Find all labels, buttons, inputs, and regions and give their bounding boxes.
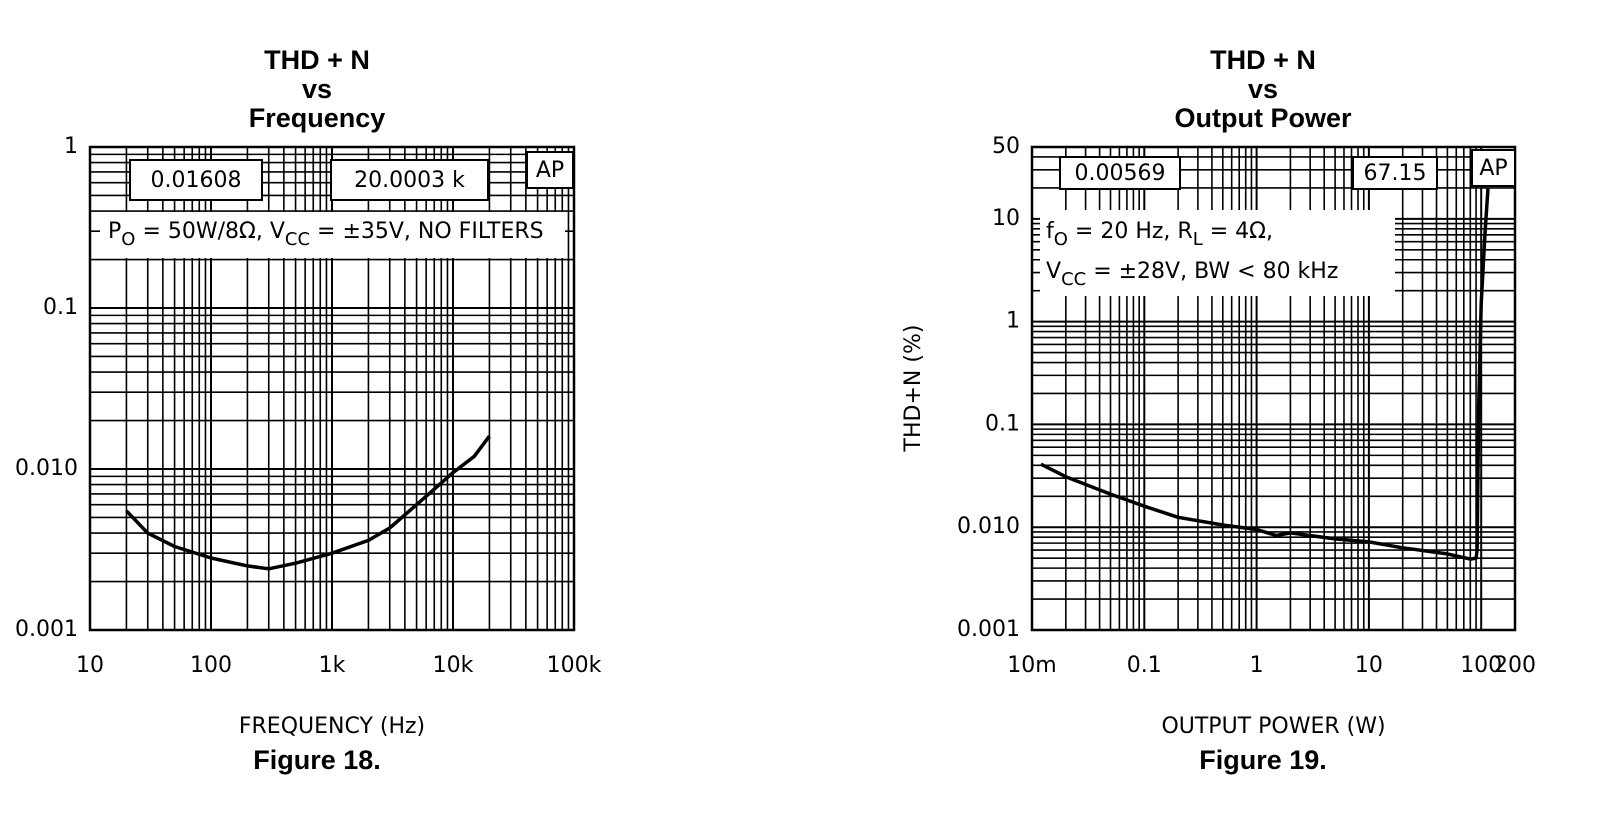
chart-title: vs bbox=[302, 74, 332, 104]
x-tick-label: 10 bbox=[76, 653, 104, 678]
x-tick-label: 100 bbox=[1460, 653, 1502, 678]
x-tick-label: 10k bbox=[433, 653, 474, 678]
x-tick-label: 1 bbox=[1250, 653, 1264, 678]
chart-title: vs bbox=[1248, 74, 1278, 104]
readout-text: 0.01608 bbox=[151, 168, 242, 193]
y-tick-label: 0.1 bbox=[43, 295, 78, 320]
x-tick-label: 1k bbox=[319, 653, 346, 678]
y-tick-label: 0.010 bbox=[957, 514, 1020, 539]
data-line bbox=[125, 435, 491, 571]
data-line bbox=[1040, 187, 1490, 561]
readout-box bbox=[129, 159, 263, 201]
y-tick-label: 0.001 bbox=[15, 617, 78, 642]
x-tick-label: 0.1 bbox=[1127, 653, 1162, 678]
y-tick-label: 50 bbox=[992, 134, 1020, 159]
readout-text: AP bbox=[536, 158, 564, 183]
figure-caption: Figure 18. bbox=[253, 745, 381, 775]
chart-title: THD + N bbox=[264, 45, 370, 75]
conditions-segment: P bbox=[108, 219, 121, 244]
y-tick-label: 0.1 bbox=[985, 411, 1020, 436]
chart-title: THD + N bbox=[1210, 45, 1316, 75]
readout-text: 67.15 bbox=[1364, 161, 1427, 186]
x-tick-label: 100 bbox=[190, 653, 232, 678]
conditions-segment: = ±35V, NO FILTERS bbox=[310, 219, 544, 244]
conditions-background bbox=[1040, 210, 1395, 296]
conditions-segment: = 4Ω, bbox=[1203, 219, 1273, 244]
readout-text: 0.00569 bbox=[1075, 161, 1166, 186]
conditions-segment: CC bbox=[1061, 269, 1086, 290]
x-axis-label: FREQUENCY (Hz) bbox=[239, 714, 425, 739]
readout-box bbox=[1352, 156, 1438, 190]
conditions-segment: O bbox=[121, 229, 135, 250]
chart-title: Output Power bbox=[1175, 103, 1352, 133]
readout-box bbox=[330, 159, 489, 201]
readout-text: AP bbox=[1479, 156, 1507, 181]
conditions-segment: f bbox=[1046, 219, 1055, 244]
plot-frame bbox=[1030, 145, 1517, 632]
conditions-text: PO = 50W/8Ω, VCC = ±35V, NO FILTERS bbox=[108, 219, 544, 250]
x-tick-label: 100k bbox=[547, 653, 602, 678]
readout-box bbox=[526, 151, 574, 189]
figure-caption: Figure 19. bbox=[1199, 745, 1327, 775]
y-tick-label: 1 bbox=[1006, 309, 1020, 334]
y-tick-label: 10 bbox=[992, 206, 1020, 231]
y-tick-label: 0.010 bbox=[15, 456, 78, 481]
conditions-text: VCC = ±28V, BW < 80 kHz bbox=[1046, 259, 1338, 290]
x-tick-label: 10 bbox=[1355, 653, 1383, 678]
conditions-segment: = 20 Hz, R bbox=[1068, 219, 1193, 244]
x-tick-label: 10m bbox=[1007, 653, 1056, 678]
readout-text: 20.0003 k bbox=[354, 168, 465, 193]
y-tick-label: 0.001 bbox=[957, 617, 1020, 642]
y-axis-label: THD+N (%) bbox=[901, 325, 926, 453]
conditions-segment: = 50W/8Ω, V bbox=[135, 219, 284, 244]
conditions-segment: V bbox=[1046, 259, 1061, 284]
y-tick-label: 1 bbox=[64, 134, 78, 159]
conditions-segment: L bbox=[1193, 229, 1203, 250]
x-tick-label: 200 bbox=[1494, 653, 1536, 678]
conditions-text: fO = 20 Hz, RL = 4Ω, bbox=[1046, 219, 1273, 250]
conditions-background bbox=[100, 212, 565, 258]
readout-box bbox=[1059, 156, 1181, 190]
conditions-segment: = ±28V, BW < 80 kHz bbox=[1086, 259, 1338, 284]
plot-frame bbox=[88, 145, 576, 632]
chart-title: Frequency bbox=[249, 103, 386, 133]
readout-box bbox=[1471, 149, 1516, 187]
conditions-segment: CC bbox=[285, 229, 310, 250]
conditions-segment: O bbox=[1054, 229, 1068, 250]
x-axis-label: OUTPUT POWER (W) bbox=[1161, 714, 1385, 739]
